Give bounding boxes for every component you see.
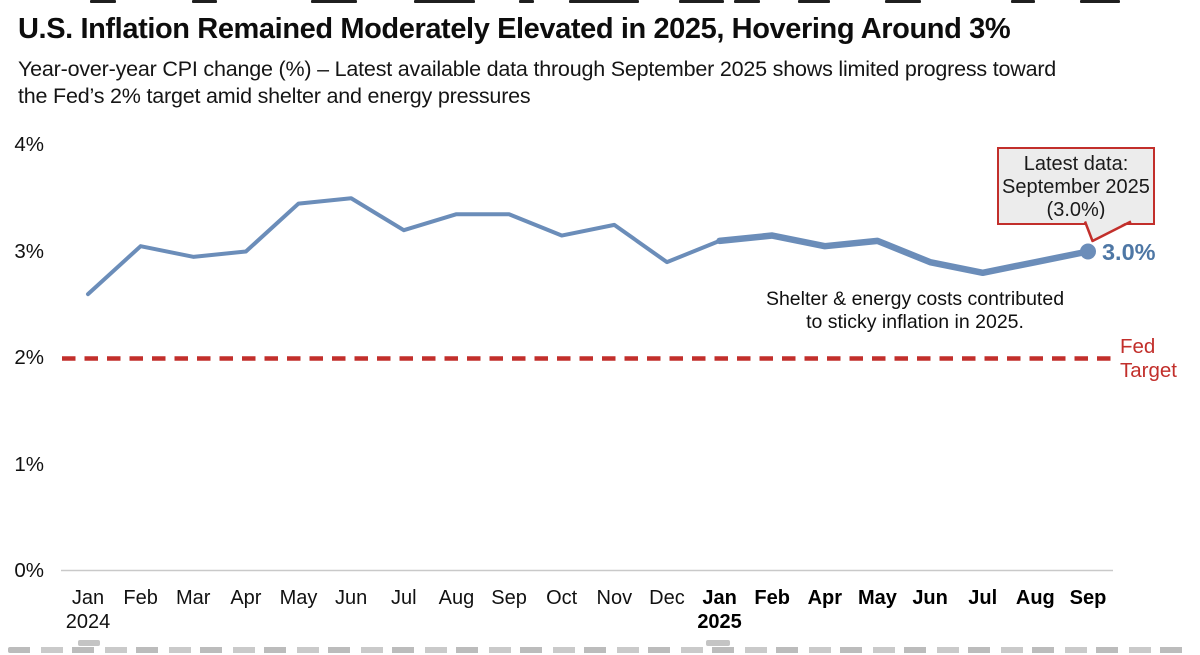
x-tick-Oct: Oct [546,587,578,609]
y-tick-2%: 2% [14,346,44,369]
x-tick-Jul: Jul [390,587,417,609]
fed-target-label-line1: Fed [1120,335,1156,358]
cpi-line-2024 [86,196,722,297]
chart-title: U.S. Inflation Remained Moderately Eleva… [18,13,1011,45]
cropped-bottom-ghost [706,640,730,646]
latest-point-marker [1079,243,1096,260]
x-tick-Jul: Jul [968,587,998,609]
x-tick-Feb: Feb [754,587,790,609]
x-tick-Sep: Sep [1069,587,1107,609]
shelter-note-line1: Shelter & energy costs contributed [765,288,1065,310]
x-tick-Apr: Apr [807,587,843,609]
x-tick-Jan-2024: Jan [71,587,105,609]
x-tick-May: May [279,587,318,609]
y-tick-0%: 0% [14,559,44,582]
y-tick-3%: 3% [14,239,44,263]
shelter-note-line2: to sticky inflation in 2025. [806,311,1024,333]
latest-data-callout: Latest data: September 2025 (3.0%) [997,147,1155,225]
chart-subtitle-line2: the Fed’s 2% target amid shelter and ene… [18,84,531,108]
fed-target-label-line2: Target [1120,358,1177,382]
x-tick-Feb: Feb [123,587,158,609]
cpi-line-2025 [716,232,1092,277]
x-tick-Apr: Apr [230,587,262,609]
callout-line3: (3.0%) [1046,199,1106,221]
callout-pointer [1083,219,1132,243]
x-tick-Dec: Dec [649,587,685,609]
x-tick-Sep: Sep [491,587,527,609]
x-tick-year-2024: 2024 [65,611,111,633]
callout-line1: Latest data: [1023,153,1129,175]
x-tick-May: May [858,587,897,609]
y-tick-4%: 4% [14,133,44,156]
last-point-value-label: 3.0% [1101,238,1156,265]
callout-line2: September 2025 [1002,176,1150,198]
x-tick-Nov: Nov [596,587,633,609]
x-tick-Jun: Jun [335,587,368,609]
cropped-bottom-ghost [78,640,100,646]
x-tick-Aug: Aug [1015,587,1055,609]
chart-subtitle-line1: Year-over-year CPI change (%) – Latest a… [18,57,1057,81]
x-tick-Aug: Aug [438,587,475,609]
x-tick-year-2025: 2025 [697,611,742,633]
y-tick-1%: 1% [14,452,44,476]
fed-target-label: Fed Target [1120,335,1200,382]
cropped-bottom-artifact [8,647,1192,653]
x-tick-Jan-2025: Jan [702,587,737,609]
shelter-note: Shelter & energy costs contributed to st… [760,288,1070,334]
x-tick-Mar: Mar [176,587,211,609]
chart-subtitle: Year-over-year CPI change (%) – Latest a… [18,56,1188,110]
x-tick-Jun: Jun [912,587,948,609]
